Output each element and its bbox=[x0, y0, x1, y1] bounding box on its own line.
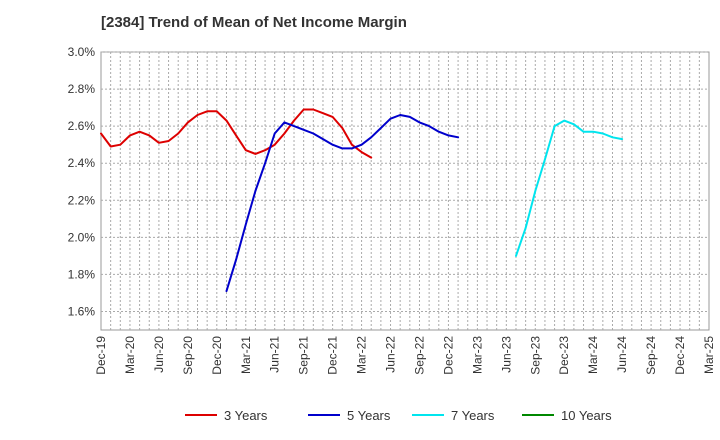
plot-area-border bbox=[100, 51, 710, 331]
x-tick-label: Sep-22 bbox=[412, 336, 426, 375]
x-tick-label: Mar-25 bbox=[702, 336, 716, 374]
x-tick-label: Mar-20 bbox=[123, 336, 137, 374]
x-tick-label: Jun-21 bbox=[268, 336, 282, 373]
x-tick-label: Jun-23 bbox=[499, 336, 513, 373]
legend-label: 7 Years bbox=[451, 408, 495, 423]
legend-label: 10 Years bbox=[561, 408, 612, 423]
y-axis: 1.6% 1.8% 2.0% 2.2% 2.4% 2.6% 2.8% 3.0% bbox=[68, 45, 96, 318]
x-axis: Dec-19 Mar-20 Jun-20 Sep-20 Dec-20 Mar-21 Jun-… bbox=[94, 336, 716, 375]
x-tick-label: Dec-23 bbox=[557, 336, 571, 375]
x-tick-label: Mar-24 bbox=[586, 336, 600, 374]
series-line-5-years bbox=[225, 114, 460, 293]
x-tick-label: Dec-22 bbox=[441, 336, 455, 375]
y-tick-label: 2.6% bbox=[68, 119, 96, 133]
x-tick-label: Dec-19 bbox=[94, 336, 108, 375]
legend: 3 Years 5 Years 7 Years 10 Years bbox=[185, 408, 612, 423]
x-tick-label: Jun-22 bbox=[384, 336, 398, 373]
x-tick-label: Sep-23 bbox=[528, 336, 542, 375]
series-lines bbox=[100, 108, 624, 293]
y-tick-label: 3.0% bbox=[68, 45, 96, 59]
grid-lines bbox=[101, 51, 709, 330]
x-tick-label: Jun-20 bbox=[152, 336, 166, 373]
x-tick-label: Sep-20 bbox=[181, 336, 195, 375]
chart-title: [2384] Trend of Mean of Net Income Margi… bbox=[101, 14, 407, 31]
y-tick-label: 1.6% bbox=[68, 304, 96, 318]
x-tick-label: Jun-24 bbox=[615, 336, 629, 373]
y-tick-label: 2.2% bbox=[68, 193, 96, 207]
x-tick-label: Dec-24 bbox=[673, 336, 687, 375]
x-tick-label: Dec-21 bbox=[326, 336, 340, 375]
y-tick-label: 2.4% bbox=[68, 156, 96, 170]
x-tick-label: Mar-22 bbox=[355, 336, 369, 374]
x-tick-label: Mar-23 bbox=[470, 336, 484, 374]
x-tick-label: Sep-24 bbox=[644, 336, 658, 375]
legend-label: 5 Years bbox=[347, 408, 391, 423]
x-tick-label: Dec-20 bbox=[210, 336, 224, 375]
x-tick-label: Sep-21 bbox=[297, 336, 311, 375]
legend-label: 3 Years bbox=[224, 408, 268, 423]
y-tick-label: 1.8% bbox=[68, 267, 96, 281]
series-line-3-years bbox=[100, 108, 373, 159]
y-tick-label: 2.0% bbox=[68, 230, 96, 244]
x-tick-label: Mar-21 bbox=[239, 336, 253, 374]
y-tick-label: 2.8% bbox=[68, 82, 96, 96]
series-line-7-years bbox=[515, 119, 624, 257]
